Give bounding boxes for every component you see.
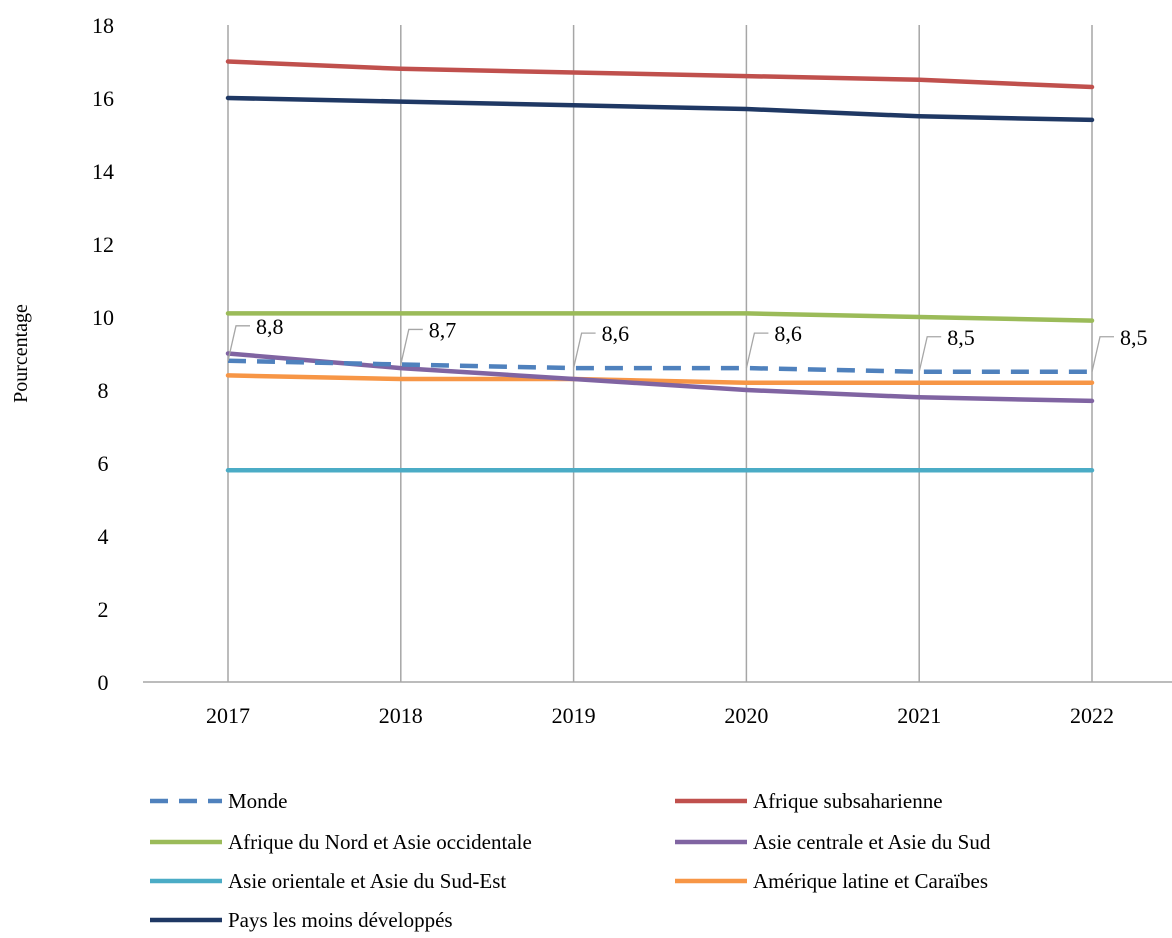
- x-tick-label: 2018: [379, 703, 423, 728]
- label-leader-line: [1091, 336, 1114, 372]
- label-leader-line: [227, 325, 250, 361]
- x-tick-label: 2022: [1070, 703, 1114, 728]
- label-leader-line: [745, 332, 769, 369]
- legend-label: Afrique subsaharienne: [753, 789, 943, 813]
- data-label: 8,8: [256, 314, 284, 339]
- y-tick-label: 8: [98, 378, 109, 403]
- data-label: 8,5: [1120, 325, 1148, 350]
- legend-label: Pays les moins développés: [228, 908, 453, 932]
- x-tick-label: 2017: [206, 703, 250, 728]
- label-leader-line: [918, 336, 942, 372]
- x-tick-label: 2019: [552, 703, 596, 728]
- y-tick-label: 12: [92, 232, 114, 257]
- label-leader-line: [400, 328, 423, 365]
- y-axis-title: Pourcentage: [10, 304, 32, 403]
- legend-label: Afrique du Nord et Asie occidentale: [228, 830, 532, 854]
- y-tick-label: 10: [92, 305, 114, 330]
- y-tick-label: 16: [92, 86, 114, 111]
- legend: Monde Afrique subsaharienne Afrique du Nor…: [150, 789, 991, 932]
- series-line: [225, 95, 1095, 123]
- x-tick-label: 2020: [724, 703, 768, 728]
- y-axis-ticks: 0 2 4 6 8 10 12 14 16 18: [92, 13, 114, 695]
- series-line: [225, 59, 1095, 90]
- data-labels: 8,8 8,7 8,6 8,6 8,5 8,5: [227, 314, 1148, 372]
- legend-label: Amérique latine et Caraïbes: [753, 869, 988, 893]
- label-leader-line: [572, 332, 596, 369]
- data-label: 8,6: [774, 321, 802, 346]
- x-axis-ticks: 2017 2018 2019 2020 2021 2022: [206, 703, 1114, 728]
- y-tick-label: 18: [92, 13, 114, 38]
- legend-label: Asie orientale et Asie du Sud-Est: [228, 869, 506, 893]
- y-tick-label: 2: [98, 597, 109, 622]
- grid-lines: [227, 25, 1093, 682]
- data-label: 8,5: [947, 325, 975, 350]
- y-tick-label: 0: [98, 670, 109, 695]
- y-tick-label: 4: [98, 524, 109, 549]
- legend-label: Asie centrale et Asie du Sud: [753, 830, 991, 854]
- data-label: 8,7: [429, 317, 457, 342]
- x-tick-label: 2021: [897, 703, 941, 728]
- legend-label: Monde: [228, 789, 288, 813]
- series-line: [225, 351, 1095, 404]
- series-line: [225, 311, 1095, 323]
- series-line: [225, 373, 1095, 385]
- y-tick-label: 6: [98, 451, 109, 476]
- y-tick-label: 14: [92, 159, 114, 184]
- series-lines: [225, 59, 1095, 473]
- data-label: 8,6: [602, 321, 630, 346]
